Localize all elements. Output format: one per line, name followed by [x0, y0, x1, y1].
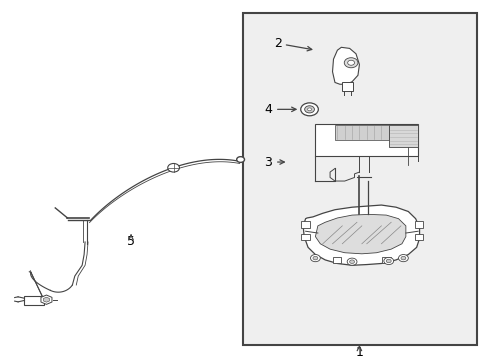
Bar	[24, 296, 44, 305]
Bar	[300, 221, 309, 228]
Circle shape	[344, 58, 357, 68]
Circle shape	[304, 106, 314, 113]
Circle shape	[167, 163, 179, 172]
Circle shape	[236, 157, 244, 162]
Text: 2: 2	[273, 36, 281, 50]
Text: 3: 3	[264, 156, 271, 168]
Text: 1: 1	[355, 346, 363, 359]
Bar	[332, 257, 341, 264]
Bar	[243, 13, 476, 345]
Circle shape	[398, 255, 407, 262]
Bar	[315, 124, 417, 156]
Circle shape	[349, 260, 354, 264]
Circle shape	[400, 256, 405, 260]
Circle shape	[307, 108, 311, 111]
Bar	[382, 257, 390, 264]
Circle shape	[310, 255, 320, 262]
Bar	[414, 234, 423, 240]
Circle shape	[347, 60, 354, 65]
Polygon shape	[41, 295, 52, 304]
Polygon shape	[303, 205, 419, 265]
Circle shape	[346, 258, 356, 265]
Text: 5: 5	[127, 235, 135, 248]
Bar	[414, 221, 423, 228]
Text: 4: 4	[264, 103, 271, 116]
Bar	[300, 234, 309, 240]
Polygon shape	[43, 297, 49, 302]
Polygon shape	[315, 214, 405, 254]
Bar	[388, 126, 417, 147]
Circle shape	[386, 259, 390, 263]
Circle shape	[383, 257, 393, 265]
Bar	[334, 126, 388, 140]
Circle shape	[312, 256, 317, 260]
Bar	[342, 82, 352, 91]
Circle shape	[300, 103, 318, 116]
Polygon shape	[332, 47, 359, 84]
